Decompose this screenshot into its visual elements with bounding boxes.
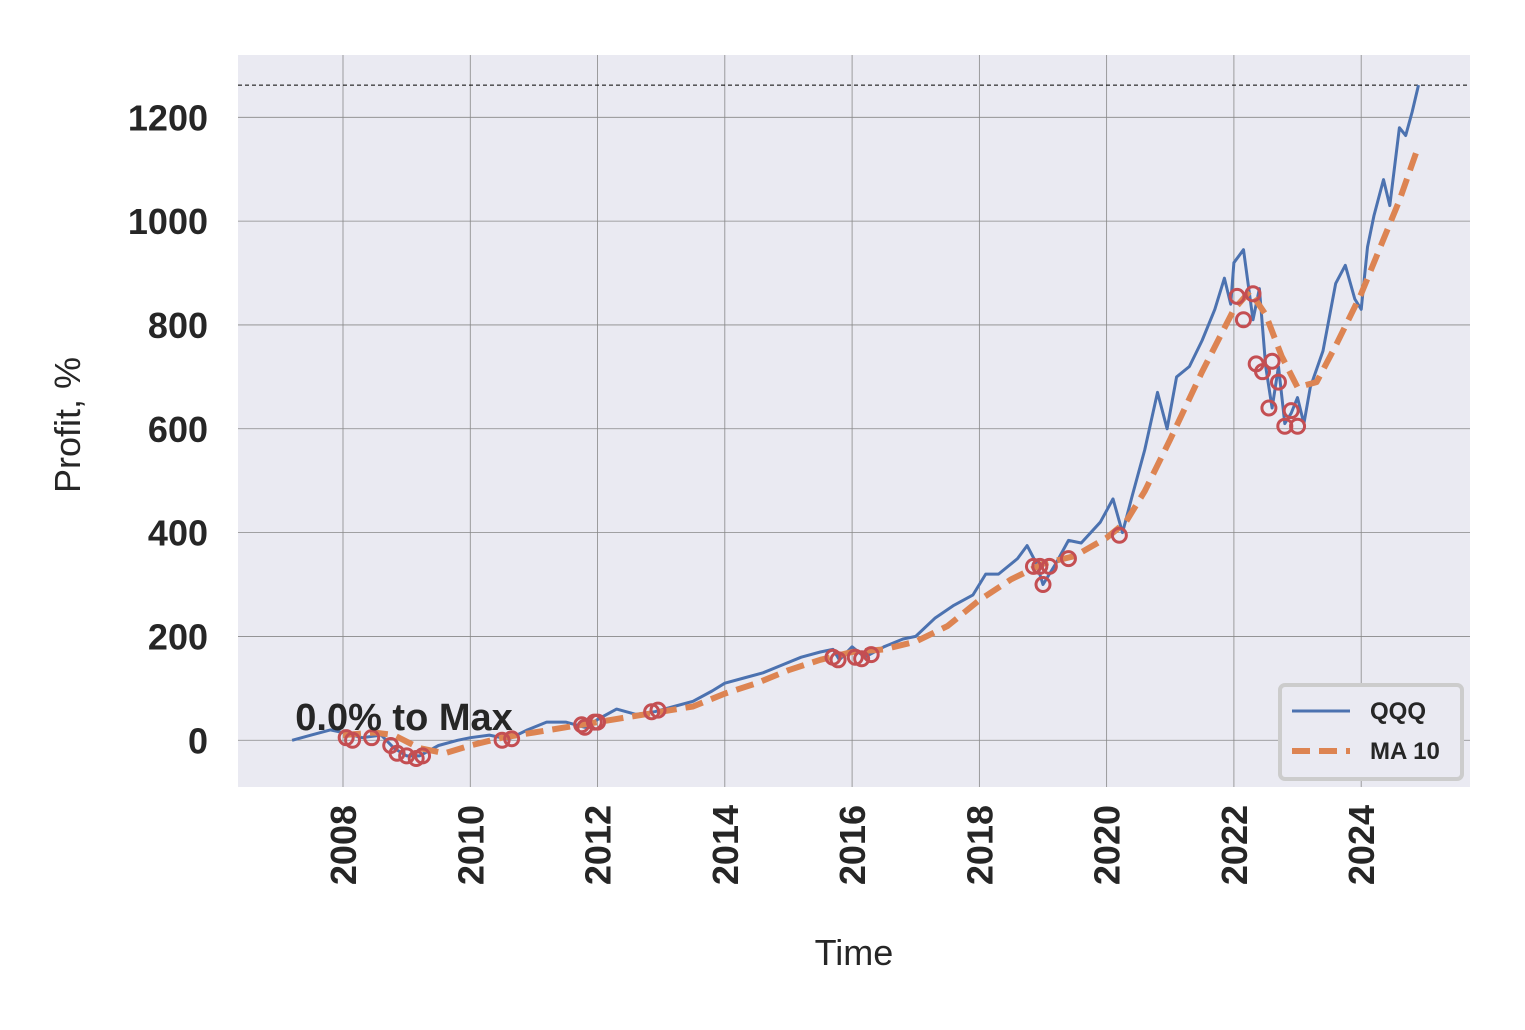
x-tick-label: 2010 — [450, 805, 491, 885]
drawdown-marker — [493, 731, 511, 749]
drawdown-marker — [1269, 373, 1287, 391]
drawdown-marker — [1289, 417, 1307, 435]
x-tick-label: 2022 — [1214, 805, 1255, 885]
legend-label: QQQ — [1370, 698, 1426, 725]
drawdown-marker — [388, 744, 406, 762]
legend-box — [1278, 683, 1464, 781]
drawdown-marker — [1024, 557, 1042, 575]
x-axis-label: Time — [815, 932, 894, 973]
y-tick-label: 0 — [188, 720, 208, 761]
marks — [238, 84, 1470, 767]
drawdown-marker — [829, 651, 847, 669]
x-tick-label: 2020 — [1087, 805, 1128, 885]
x-tick-label: 2008 — [323, 805, 364, 885]
drawdown-marker — [853, 650, 871, 668]
drawdown-marker — [1110, 526, 1128, 544]
drawdown-marker — [1234, 311, 1252, 329]
y-tick-label: 400 — [148, 513, 208, 554]
drawdown-marker — [1260, 399, 1278, 417]
x-tick-label: 2018 — [959, 805, 1000, 885]
series-line — [291, 84, 1420, 758]
x-tick-label: 2016 — [832, 805, 873, 885]
drawdown-marker — [344, 731, 362, 749]
drawdown-marker — [1254, 363, 1272, 381]
drawdown-marker — [398, 747, 416, 765]
x-tick-label: 2012 — [578, 805, 619, 885]
y-tick-label: 600 — [148, 409, 208, 450]
drawdown-marker — [1228, 287, 1246, 305]
drawdown-marker — [503, 730, 521, 748]
y-tick-label: 1000 — [128, 201, 208, 242]
drawdown-marker — [589, 713, 607, 731]
y-tick-label: 800 — [148, 305, 208, 346]
series-line — [342, 144, 1422, 757]
drawdown-marker — [1034, 576, 1052, 594]
y-tick-label: 1200 — [128, 97, 208, 138]
drawdown-marker — [1031, 557, 1049, 575]
x-tick-label: 2024 — [1341, 805, 1382, 885]
annotation: 0.0% to Max — [295, 697, 513, 739]
drawdown-marker — [1244, 285, 1262, 303]
x-tick-label: 2014 — [705, 805, 746, 885]
drawdown-marker — [1059, 550, 1077, 568]
drawdown-marker — [1282, 402, 1300, 420]
drawdown-marker — [1040, 557, 1058, 575]
drawdown-marker — [649, 701, 667, 719]
drawdown-marker — [414, 747, 432, 765]
drawdown-marker — [1263, 352, 1281, 370]
grid — [238, 55, 1470, 787]
drawdown-marker — [862, 646, 880, 664]
drawdown-marker — [363, 729, 381, 747]
y-tick-label: 200 — [148, 616, 208, 657]
legend-label: MA 10 — [1370, 738, 1440, 765]
y-axis-label: Profit, % — [47, 357, 88, 493]
legend: QQQ MA 10 — [1278, 683, 1464, 781]
